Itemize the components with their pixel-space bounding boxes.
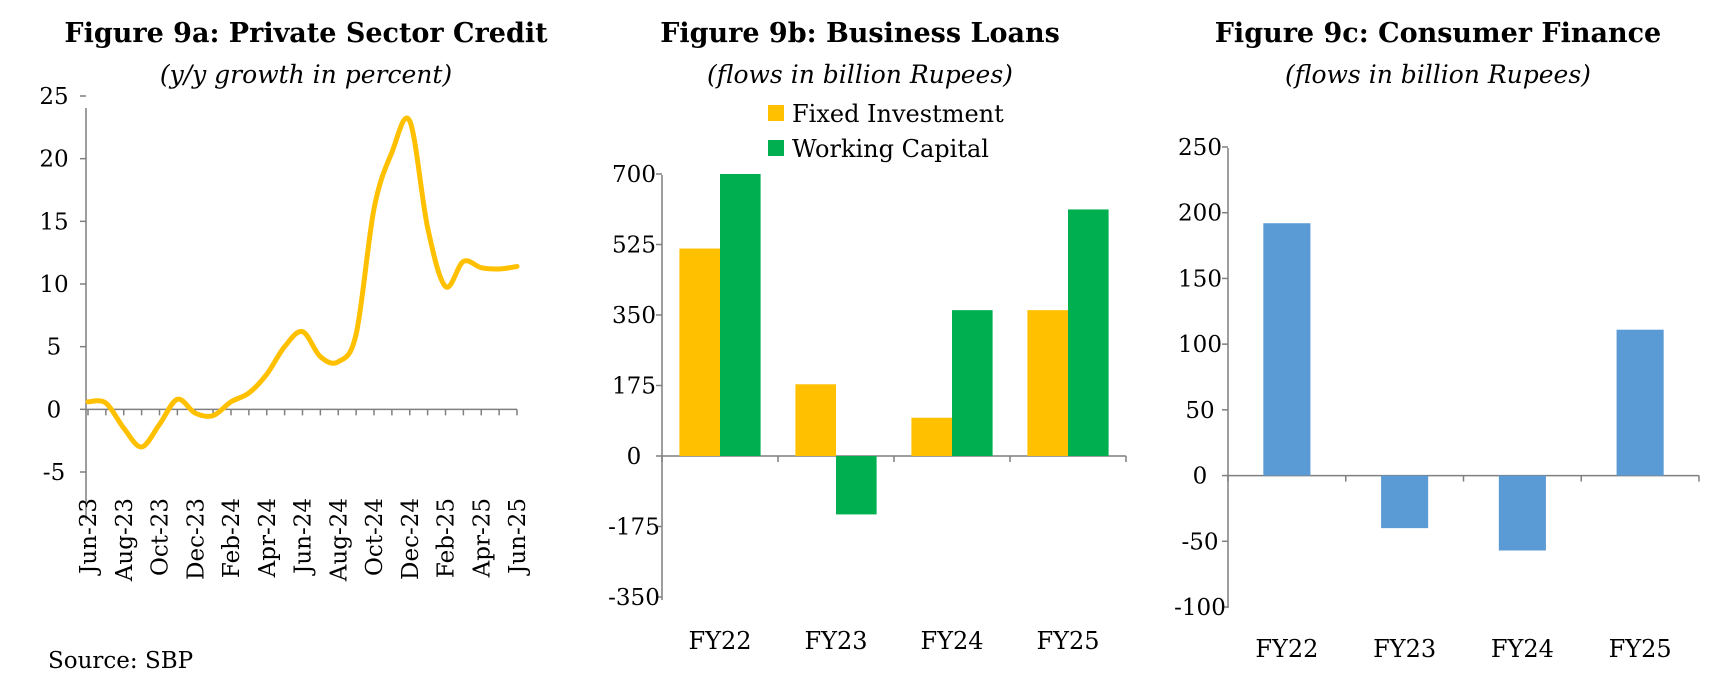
legend-swatch-working-capital	[768, 140, 784, 156]
y-tick-label: -100	[1174, 595, 1226, 621]
chart-subtitle: (y/y growth in percent)	[160, 60, 452, 89]
category-label: FY22	[688, 627, 751, 655]
bar	[1498, 475, 1546, 551]
series-group	[85, 115, 520, 450]
category-label: FY25	[1036, 627, 1099, 655]
bar	[795, 384, 836, 456]
bar	[911, 417, 952, 456]
category-label: FY23	[804, 627, 867, 655]
x-tick-label: Aug-24	[326, 498, 352, 582]
series-group	[1263, 223, 1664, 551]
y-tick-label: 175	[612, 374, 656, 400]
y-tick-label: 0	[47, 397, 62, 423]
y-tick-label: 250	[1178, 135, 1222, 161]
x-tick-group: FY22 FY23 FY24 FY25	[1227, 475, 1700, 663]
y-tick-label: 0	[627, 444, 642, 470]
legend-swatch-fixed-investment	[768, 105, 784, 121]
bar	[952, 310, 993, 456]
chart-business-loans: Figure 9b: Business Loans (flows in bill…	[608, 18, 1127, 655]
category-label: FY24	[920, 627, 983, 655]
x-tick-label: Aug-23	[112, 498, 138, 582]
chart-consumer-finance: Figure 9c: Consumer Finance (flows in bi…	[1174, 18, 1700, 663]
y-tick-group: 250 200 150 100 50 0 -50 -100	[1174, 135, 1228, 621]
y-tick-label: 350	[612, 303, 656, 329]
category-label: FY25	[1609, 635, 1672, 663]
y-tick-label: -350	[608, 585, 660, 611]
y-tick-label: 100	[1178, 332, 1222, 358]
chart-title: Figure 9c: Consumer Finance	[1215, 18, 1661, 49]
y-tick-group: 700 525 350 175 0 -175 -350	[608, 162, 662, 611]
y-tick-label: 525	[612, 233, 656, 259]
y-tick-label: 25	[39, 84, 68, 110]
x-tick-label: Jun-24	[291, 498, 317, 576]
category-label: FY24	[1491, 635, 1554, 663]
series-group	[679, 174, 1109, 515]
y-tick-label: 5	[47, 335, 62, 361]
y-tick-label: 700	[612, 162, 656, 188]
bar	[1381, 475, 1429, 529]
bar	[1068, 209, 1109, 456]
x-tick-label: Jun-25	[505, 498, 531, 576]
y-tick-label: 20	[39, 147, 68, 173]
x-tick-group: Jun-23 Aug-23 Oct-23 Dec-23 Feb-24 Apr-24 Jun-…	[76, 409, 531, 582]
chart-title: Figure 9a: Private Sector Credit	[64, 18, 548, 49]
chart-subtitle: (flows in billion Rupees)	[707, 60, 1013, 89]
y-tick-label: 0	[1193, 464, 1208, 490]
y-tick-label: 200	[1178, 201, 1222, 227]
category-label: FY22	[1255, 635, 1318, 663]
legend-label-fixed-investment: Fixed Investment	[792, 100, 1004, 128]
legend-label-working-capital: Working Capital	[792, 135, 989, 163]
x-tick-label: Feb-25	[434, 498, 460, 578]
chart-subtitle: (flows in billion Rupees)	[1285, 60, 1591, 89]
legend: Fixed Investment Working Capital	[768, 100, 1004, 163]
bar	[1027, 310, 1068, 456]
source-note: Source: SBP	[48, 648, 193, 674]
x-tick-label: Apr-25	[469, 498, 495, 578]
y-tick-label: -175	[608, 515, 660, 541]
bar	[836, 456, 877, 515]
x-tick-label: Feb-24	[219, 498, 245, 578]
x-tick-label: Dec-23	[183, 498, 209, 580]
x-tick-label: Oct-23	[148, 498, 174, 576]
bar	[1263, 223, 1311, 476]
x-tick-label: Dec-24	[398, 498, 424, 580]
chart-title: Figure 9b: Business Loans	[660, 18, 1060, 49]
x-tick-label: Jun-23	[76, 498, 102, 576]
y-tick-label: 150	[1178, 266, 1222, 292]
bar	[1616, 329, 1664, 476]
x-tick-label: Oct-24	[362, 498, 388, 576]
y-tick-label: 15	[39, 209, 68, 235]
bar	[679, 248, 720, 456]
bar	[720, 174, 761, 456]
y-tick-label: 10	[39, 272, 68, 298]
y-tick-label: 50	[1185, 398, 1214, 424]
chart-private-sector-credit: Figure 9a: Private Sector Credit (y/y gr…	[39, 18, 548, 582]
series-line-private-credit	[85, 115, 520, 450]
y-tick-label: -5	[43, 460, 65, 486]
category-label: FY23	[1373, 635, 1436, 663]
x-tick-group: FY22 FY23 FY24 FY25	[661, 456, 1127, 655]
y-tick-group: 25 20 15 10 5 0 -5	[39, 84, 86, 486]
x-tick-label: Apr-24	[255, 498, 281, 578]
y-tick-label: -50	[1181, 529, 1218, 555]
